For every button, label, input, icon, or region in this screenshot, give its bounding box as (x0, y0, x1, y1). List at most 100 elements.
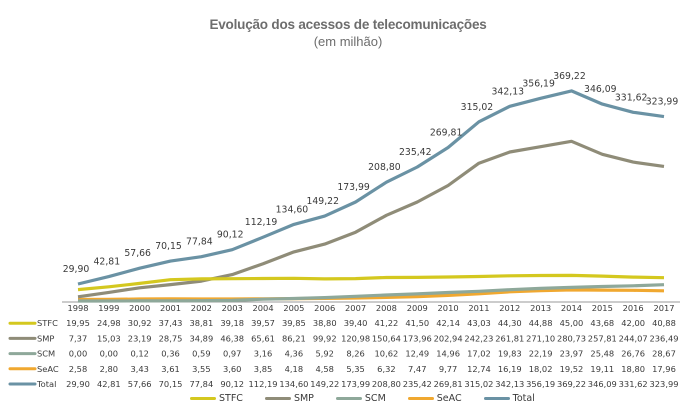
table-cell: 4,36 (285, 349, 303, 359)
legend-label: SMP (293, 393, 314, 404)
table-cell: 34,89 (189, 333, 213, 343)
x-tick-label: 2003 (222, 303, 243, 313)
table-cell: 202,94 (434, 333, 463, 343)
table-cell: 173,96 (403, 333, 432, 343)
table-cell: 2,58 (69, 364, 87, 374)
table-cell: 19,11 (590, 364, 614, 374)
table-cell: 14,96 (436, 349, 460, 359)
table-cell: 46,38 (220, 333, 244, 343)
table-cell: 134,60 (279, 379, 308, 389)
x-tick-label: 2016 (623, 303, 644, 313)
legend-item-total: Total (483, 393, 535, 404)
data-label: 149,22 (306, 196, 339, 207)
table-cell: 39,57 (251, 318, 275, 328)
table-cell: 261,81 (495, 333, 524, 343)
table-cell: 0,97 (223, 349, 241, 359)
table-cell: 257,81 (588, 333, 617, 343)
table-cell: 42,14 (436, 318, 460, 328)
x-tick-label: 2008 (376, 303, 397, 313)
x-tick-label: 2011 (468, 303, 489, 313)
table-cell: 3,16 (254, 349, 272, 359)
data-label: 70,15 (155, 241, 182, 252)
table-cell: 208,80 (372, 379, 401, 389)
table-cell: 3,55 (192, 364, 210, 374)
legend-label: STFC (219, 393, 243, 404)
x-tick-label: 2012 (499, 303, 520, 313)
table-cell: 45,00 (560, 318, 584, 328)
table-cell: 3,60 (223, 364, 241, 374)
data-label: 173,99 (337, 182, 370, 193)
table-cell: 16,19 (498, 364, 522, 374)
table-series-name: SCM (37, 349, 55, 359)
data-label: 346,09 (584, 84, 617, 95)
table-cell: 29,90 (66, 379, 90, 389)
table-cell: 315,02 (464, 379, 493, 389)
table-cell: 15,03 (97, 333, 121, 343)
data-label: 369,22 (553, 71, 586, 82)
table-cell: 6,32 (377, 364, 395, 374)
x-tick-label: 2001 (160, 303, 181, 313)
data-label: 208,80 (368, 162, 401, 173)
table-cell: 269,81 (434, 379, 463, 389)
table-cell: 44,88 (529, 318, 553, 328)
table-cell: 65,61 (251, 333, 275, 343)
table-cell: 24,98 (97, 318, 121, 328)
legend-item-seac: SeAC (407, 393, 462, 404)
table-cell: 369,22 (557, 379, 586, 389)
table-cell: 90,12 (220, 379, 244, 389)
table-cell: 37,43 (159, 318, 183, 328)
table-cell: 323,99 (649, 379, 678, 389)
data-label: 90,12 (217, 230, 244, 241)
x-tick-label: 1998 (67, 303, 88, 313)
table-cell: 25,48 (590, 349, 614, 359)
table-cell: 39,85 (282, 318, 306, 328)
table-cell: 2,80 (100, 364, 118, 374)
table-cell: 26,76 (621, 349, 645, 359)
table-cell: 244,07 (619, 333, 648, 343)
table-cell: 120,98 (341, 333, 370, 343)
data-label: 57,66 (124, 248, 151, 259)
series-line-seac (77, 288, 665, 302)
x-tick-label: 2017 (653, 303, 674, 313)
table-cell: 17,96 (652, 364, 676, 374)
table-cell: 12,74 (467, 364, 491, 374)
table-cell: 19,52 (560, 364, 584, 374)
table-series-name: SMP (37, 333, 54, 343)
legend-item-stfc: STFC (190, 393, 243, 404)
table-cell: 38,80 (313, 318, 337, 328)
data-label: 342,13 (492, 86, 525, 97)
table-cell: 28,75 (159, 333, 183, 343)
table-cell: 112,19 (249, 379, 278, 389)
table-cell: 150,64 (372, 333, 401, 343)
table-cell: 8,26 (346, 349, 364, 359)
table-cell: 19,83 (498, 349, 522, 359)
data-label: 134,60 (276, 204, 309, 215)
table-cell: 70,15 (159, 379, 183, 389)
table-cell: 39,18 (220, 318, 244, 328)
table-cell: 9,77 (439, 364, 457, 374)
legend-label: SeAC (436, 393, 462, 404)
table-cell: 77,84 (189, 379, 213, 389)
table-cell: 271,10 (526, 333, 555, 343)
table-cell: 41,22 (375, 318, 399, 328)
legend: STFC SMP SCM SeAC Total (190, 393, 535, 404)
legend-item-smp: SMP (264, 393, 314, 404)
table-cell: 23,97 (560, 349, 584, 359)
table-cell: 18,02 (529, 364, 553, 374)
chart-title: Evolução dos acessos de telecomunicações (209, 17, 487, 32)
data-label: 269,81 (430, 127, 463, 138)
data-label: 331,62 (615, 92, 648, 103)
table-cell: 43,68 (590, 318, 614, 328)
table-cell: 4,58 (315, 364, 333, 374)
x-tick-label: 2007 (345, 303, 366, 313)
table-cell: 10,62 (375, 349, 399, 359)
x-tick-label: 2004 (252, 303, 273, 313)
x-tick-label: 2013 (530, 303, 551, 313)
data-label: 42,81 (94, 257, 121, 268)
table-cell: 173,99 (341, 379, 370, 389)
table-cell: 0,36 (161, 349, 179, 359)
legend-label: Total (512, 393, 535, 404)
table-cell: 235,42 (403, 379, 432, 389)
table-cell: 42,00 (621, 318, 645, 328)
